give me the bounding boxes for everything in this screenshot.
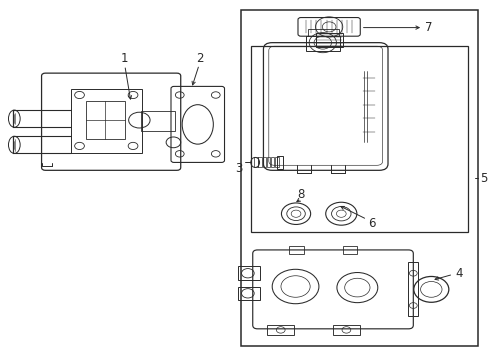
Bar xyxy=(277,156,283,169)
Bar xyxy=(258,157,261,167)
Bar xyxy=(262,157,265,167)
Bar xyxy=(141,111,175,131)
Bar xyxy=(332,324,359,335)
Bar xyxy=(240,10,477,346)
Bar xyxy=(307,30,338,36)
Text: 6: 6 xyxy=(367,216,374,230)
Bar xyxy=(270,157,274,167)
Text: 1: 1 xyxy=(121,52,128,65)
Bar xyxy=(407,262,417,316)
Text: 3: 3 xyxy=(235,162,243,175)
Bar xyxy=(288,246,303,253)
Bar xyxy=(238,287,260,300)
Text: 4: 4 xyxy=(454,267,462,280)
Bar xyxy=(238,266,260,280)
Bar xyxy=(305,36,340,51)
Bar xyxy=(86,101,124,139)
Text: 8: 8 xyxy=(297,188,305,201)
Text: 2: 2 xyxy=(196,51,203,64)
Bar xyxy=(71,89,142,153)
Bar xyxy=(315,33,342,47)
Bar xyxy=(254,157,257,167)
Bar xyxy=(342,246,357,253)
Text: 5: 5 xyxy=(479,172,487,185)
Text: 7: 7 xyxy=(424,21,432,34)
Bar xyxy=(266,157,269,167)
Bar xyxy=(275,157,278,167)
Bar xyxy=(251,45,467,232)
Bar xyxy=(267,324,293,335)
